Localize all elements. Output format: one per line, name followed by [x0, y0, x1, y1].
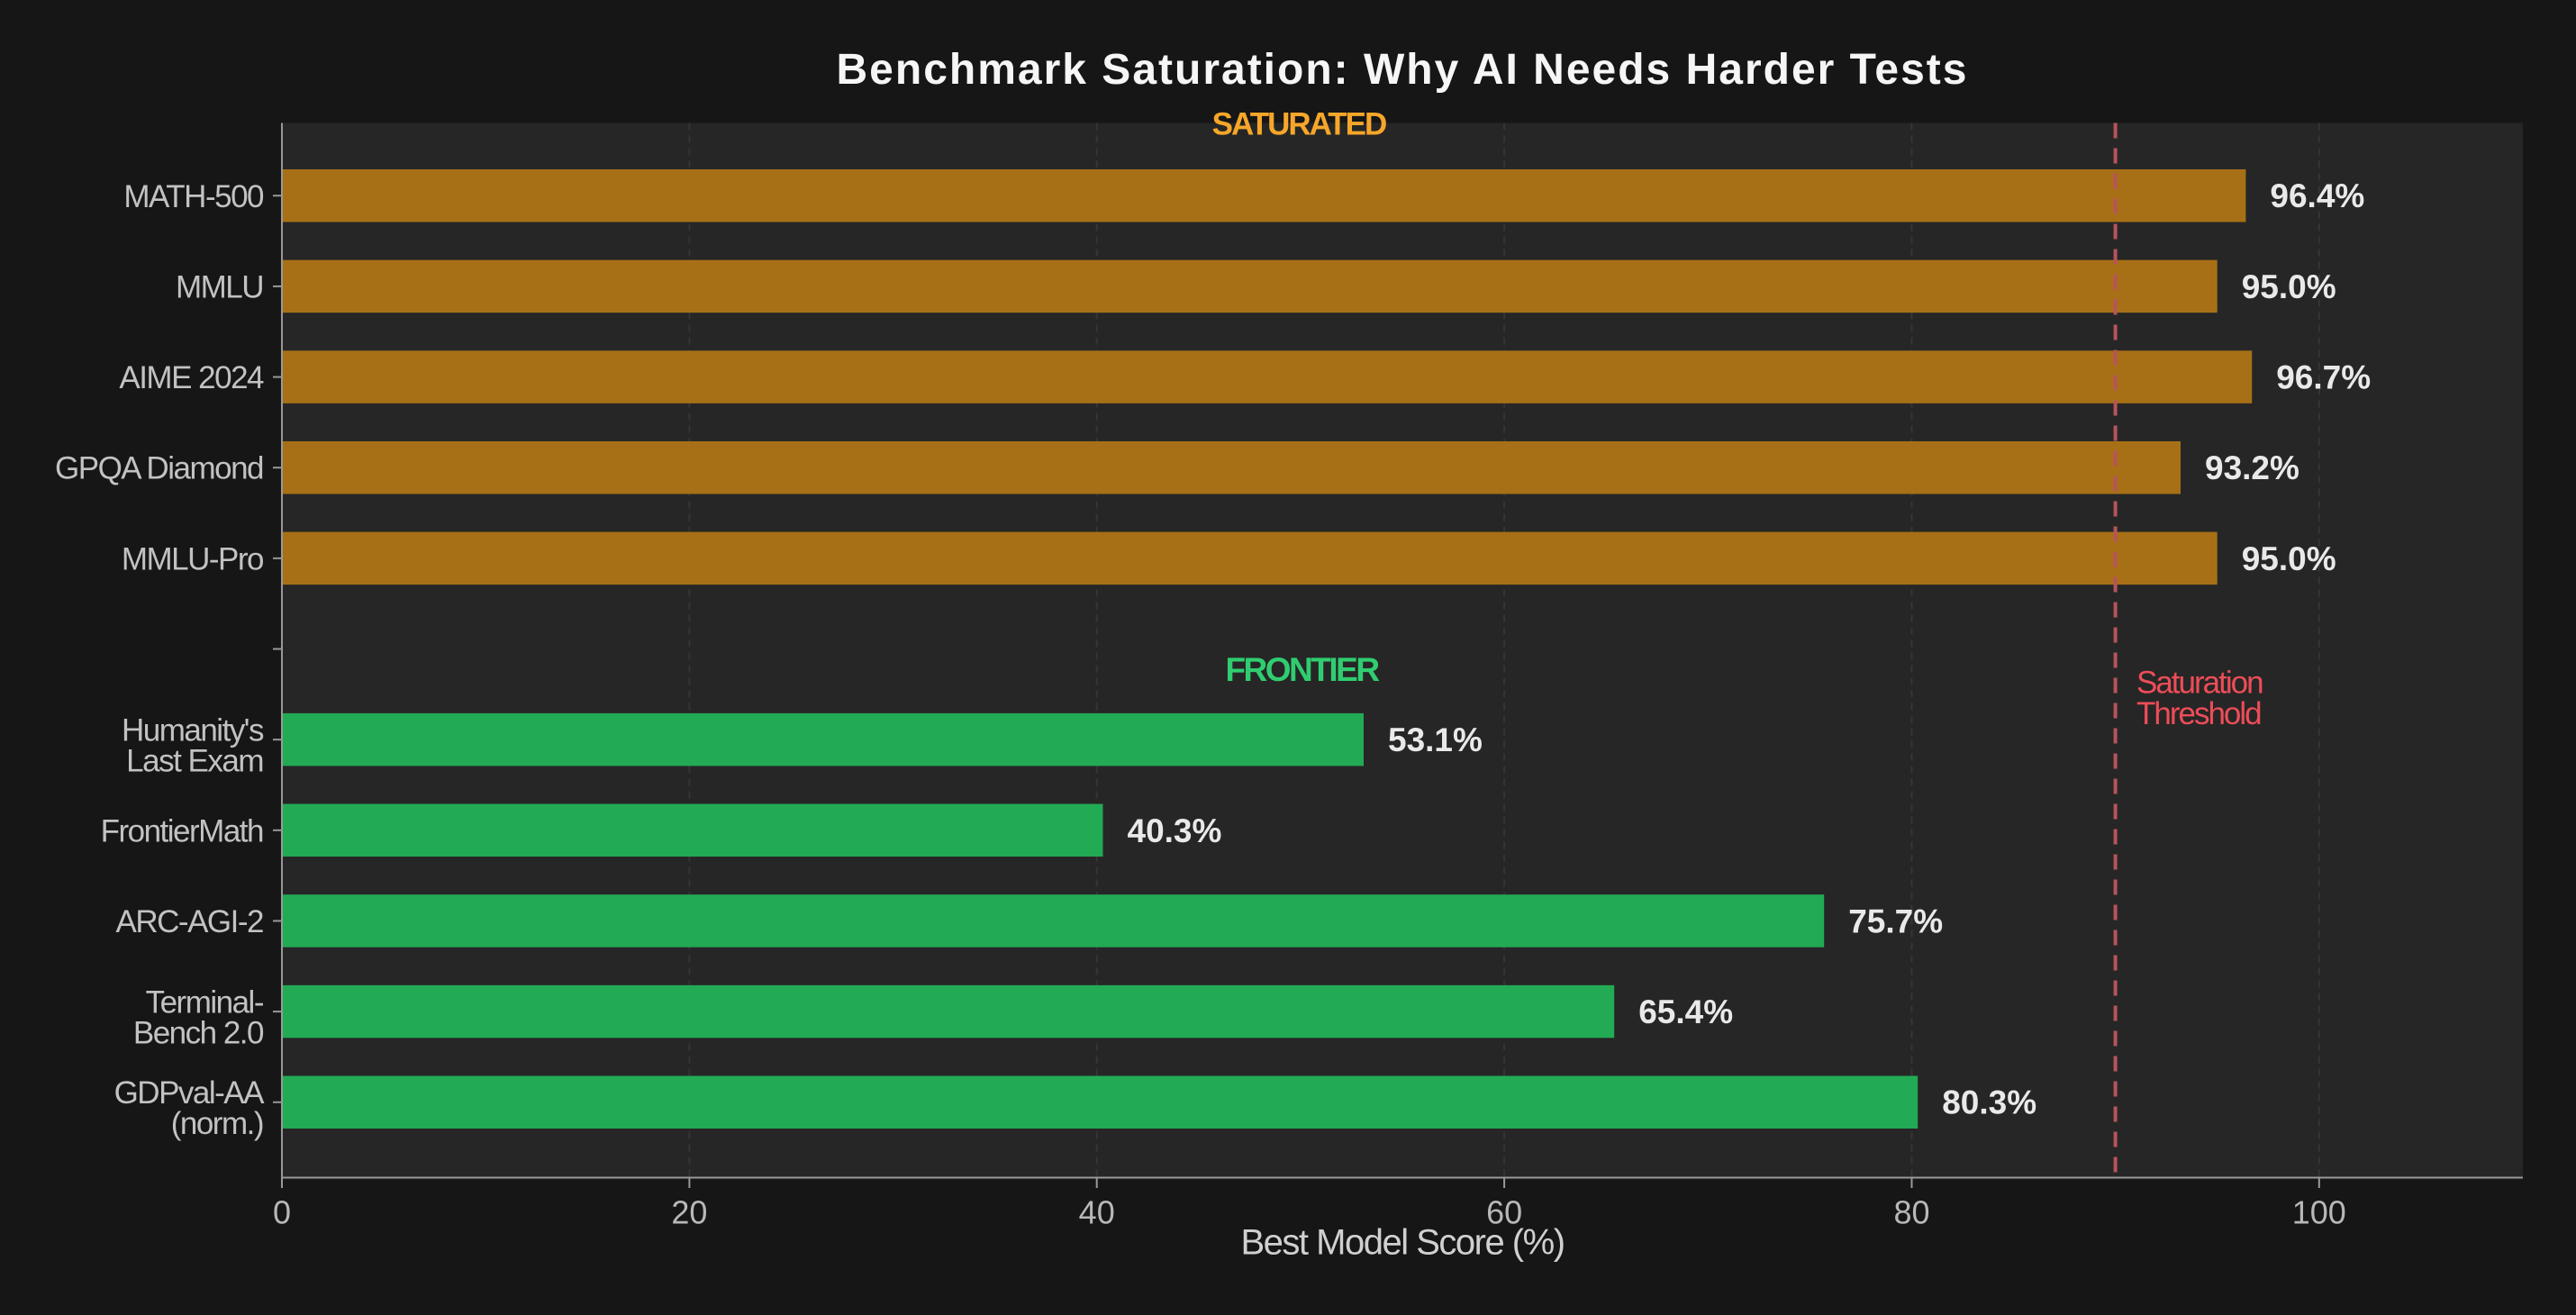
- svg-text:(norm.): (norm.): [171, 1106, 263, 1141]
- svg-text:80.3%: 80.3%: [1942, 1084, 2036, 1121]
- svg-text:75.7%: 75.7%: [1848, 902, 1943, 939]
- svg-text:80: 80: [1893, 1194, 1929, 1231]
- svg-text:ARC-AGI-2: ARC-AGI-2: [116, 904, 264, 939]
- svg-text:Humanity's: Humanity's: [122, 713, 264, 748]
- svg-text:AIME 2024: AIME 2024: [119, 360, 264, 395]
- svg-text:96.7%: 96.7%: [2276, 359, 2371, 396]
- svg-text:MMLU-Pro: MMLU-Pro: [122, 541, 263, 576]
- svg-text:95.0%: 95.0%: [2242, 540, 2336, 577]
- svg-text:60: 60: [1486, 1194, 1522, 1231]
- svg-text:MATH-500: MATH-500: [123, 179, 264, 214]
- svg-text:65.4%: 65.4%: [1638, 993, 1733, 1030]
- svg-text:Benchmark Saturation: Why AI N: Benchmark Saturation: Why AI Needs Harde…: [837, 46, 1969, 94]
- svg-text:0: 0: [273, 1194, 291, 1231]
- svg-text:Last Exam: Last Exam: [126, 743, 263, 778]
- svg-text:95.0%: 95.0%: [2242, 268, 2336, 305]
- svg-text:Saturation: Saturation: [2136, 665, 2263, 700]
- svg-text:SATURATED: SATURATED: [1212, 107, 1386, 142]
- svg-text:20: 20: [671, 1194, 707, 1231]
- svg-text:40.3%: 40.3%: [1128, 812, 1222, 849]
- svg-text:GDPval-AA: GDPval-AA: [114, 1075, 266, 1111]
- svg-text:100: 100: [2292, 1194, 2346, 1231]
- svg-text:FRONTIER: FRONTIER: [1225, 651, 1379, 688]
- svg-text:Threshold: Threshold: [2136, 696, 2261, 731]
- svg-text:Best Model Score (%): Best Model Score (%): [1240, 1222, 1564, 1262]
- svg-text:53.1%: 53.1%: [1388, 721, 1483, 758]
- svg-text:40: 40: [1079, 1194, 1115, 1231]
- svg-text:MMLU: MMLU: [176, 269, 263, 304]
- svg-text:Bench 2.0: Bench 2.0: [133, 1015, 264, 1050]
- svg-text:GPQA Diamond: GPQA Diamond: [55, 451, 263, 486]
- svg-text:96.4%: 96.4%: [2270, 177, 2364, 214]
- svg-text:FrontierMath: FrontierMath: [101, 813, 263, 848]
- svg-text:Terminal-: Terminal-: [146, 985, 264, 1020]
- svg-text:93.2%: 93.2%: [2205, 449, 2299, 486]
